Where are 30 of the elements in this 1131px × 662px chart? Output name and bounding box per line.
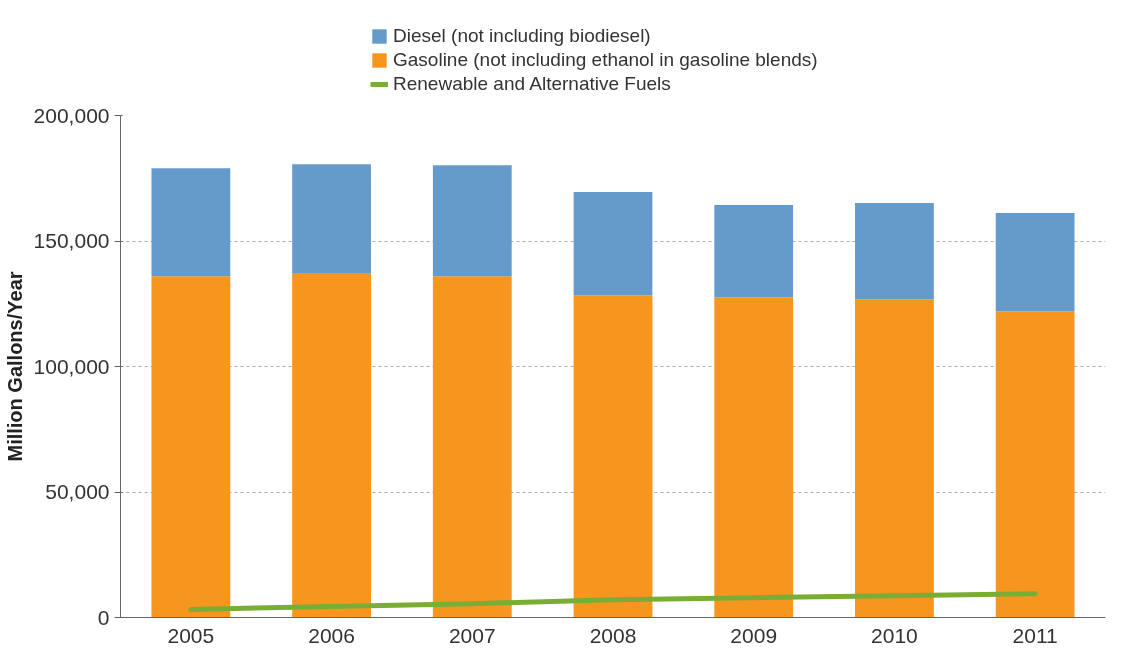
bar xyxy=(714,297,794,618)
y-tick-label: 200,000 xyxy=(33,103,110,127)
x-tick-label: 2008 xyxy=(589,623,637,647)
y-axis-title: Million Gallons/Year xyxy=(3,271,26,462)
bar xyxy=(855,299,934,618)
y-tick-label: 100,000 xyxy=(33,354,110,378)
y-tick-label: 150,000 xyxy=(33,229,110,252)
bar xyxy=(995,212,1075,312)
bar xyxy=(573,295,653,618)
bar xyxy=(432,276,512,618)
bar xyxy=(573,192,653,296)
bar xyxy=(292,273,371,618)
legend-label: Diesel (not including biodiesel) xyxy=(393,25,651,47)
y-tick-label: 0 xyxy=(97,605,110,629)
bar xyxy=(151,276,231,618)
bar xyxy=(714,205,794,298)
x-tick-label: 2005 xyxy=(167,623,215,647)
legend-label: Gasoline (not including ethanol in gasoline blends) xyxy=(393,49,818,71)
x-tick-label: 2011 xyxy=(1012,623,1058,647)
bar xyxy=(855,203,934,300)
y-tick-label: 50,000 xyxy=(45,480,110,503)
bar xyxy=(432,165,512,277)
x-tick-label: 2006 xyxy=(308,623,355,647)
bar xyxy=(995,311,1075,618)
bar xyxy=(292,164,371,274)
legend-label: Renewable and Alternative Fuels xyxy=(393,73,671,95)
x-tick-label: 2007 xyxy=(448,623,496,647)
bar xyxy=(151,168,231,277)
x-tick-label: 2010 xyxy=(871,623,918,647)
x-tick-label: 2009 xyxy=(730,623,778,647)
